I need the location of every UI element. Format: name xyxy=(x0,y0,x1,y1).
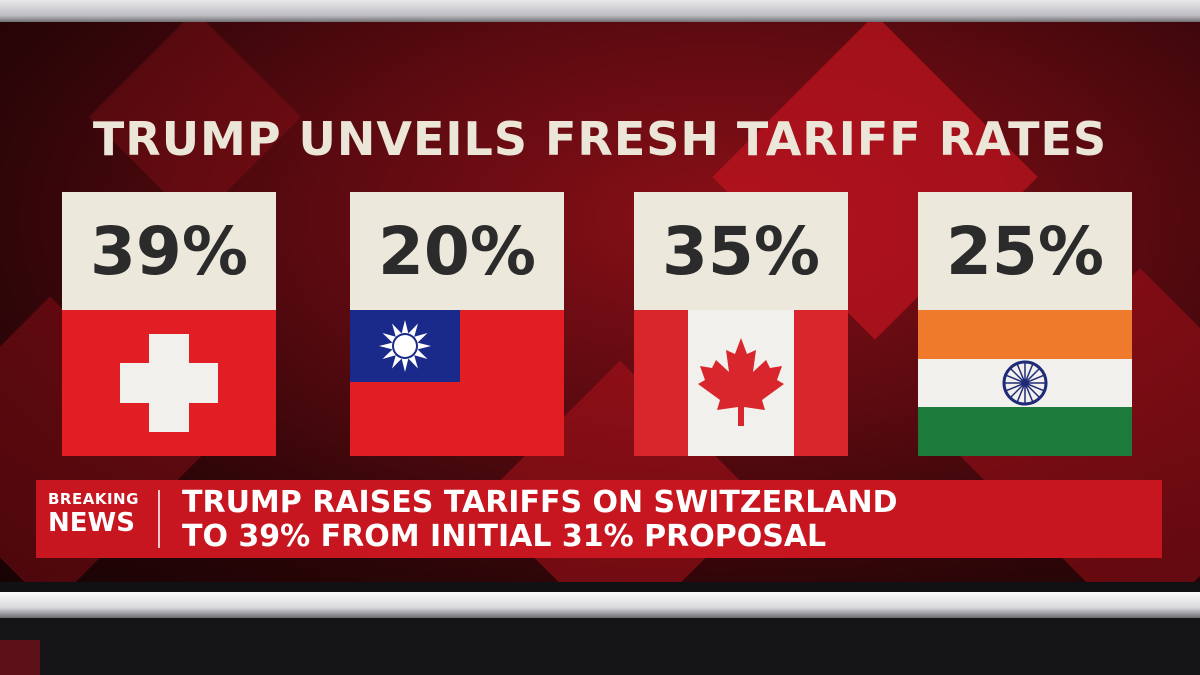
flag-canton xyxy=(350,310,460,382)
breaking-news-label: BREAKING NEWS xyxy=(48,490,153,538)
flag-band-green xyxy=(918,407,1132,456)
maple-leaf-icon xyxy=(698,338,784,426)
cross-horizontal xyxy=(120,363,218,403)
flag-band-right xyxy=(794,310,848,456)
ticker-line-1: TRUMP RAISES TARIFFS ON SWITZERLAND xyxy=(182,485,898,520)
tariff-card-switzerland: 39% xyxy=(62,192,276,456)
taiwan-flag xyxy=(350,310,564,456)
tariff-rate: 20% xyxy=(350,192,564,310)
switzerland-flag xyxy=(62,310,276,456)
india-flag xyxy=(918,310,1132,456)
tariff-card-canada: 35% xyxy=(634,192,848,456)
tariff-rate: 39% xyxy=(62,192,276,310)
news-label: NEWS xyxy=(48,508,135,538)
ticker-line-2: TO 39% FROM INITIAL 31% PROPOSAL xyxy=(182,519,827,554)
studio-bottom-rail xyxy=(0,592,1200,618)
sun-icon xyxy=(379,320,431,372)
canada-flag xyxy=(634,310,848,456)
studio-base xyxy=(0,618,1200,675)
video-wall: TRUMP UNVEILS FRESH TARIFF RATES 39% 20% xyxy=(0,22,1200,582)
tariff-card-india: 25% xyxy=(918,192,1132,456)
flag-band-saffron xyxy=(918,310,1132,359)
tariff-rate: 35% xyxy=(634,192,848,310)
tariff-card-taiwan: 20% xyxy=(350,192,564,456)
ticker-divider xyxy=(158,490,160,548)
chakra-icon xyxy=(1002,360,1048,406)
decorative-glow xyxy=(0,640,40,675)
breaking-news-ticker: BREAKING NEWS TRUMP RAISES TARIFFS ON SW… xyxy=(36,480,1162,558)
breaking-label: BREAKING xyxy=(48,490,139,508)
graphic-headline: TRUMP UNVEILS FRESH TARIFF RATES xyxy=(92,112,1108,166)
tariff-rate: 25% xyxy=(918,192,1132,310)
flag-band-left xyxy=(634,310,688,456)
ticker-headline: TRUMP RAISES TARIFFS ON SWITZERLAND TO 3… xyxy=(182,486,898,554)
